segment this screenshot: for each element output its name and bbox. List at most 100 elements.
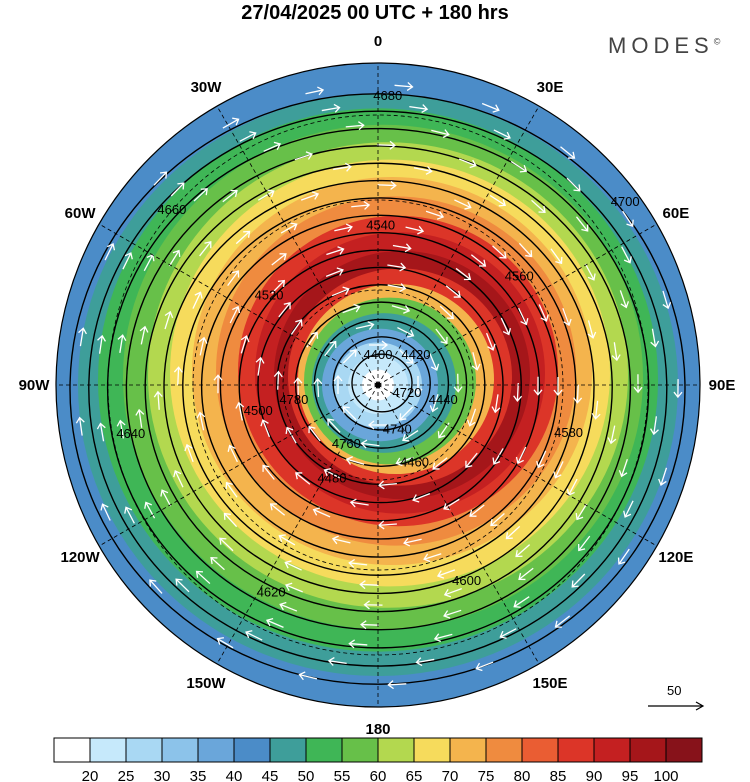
colorbar-swatch bbox=[593, 737, 631, 763]
streamline-arrow bbox=[349, 498, 369, 508]
streamline-arrow bbox=[324, 340, 337, 357]
meridian-line bbox=[216, 384, 379, 665]
streamline-arrow bbox=[466, 408, 477, 427]
streamline-arrow bbox=[513, 382, 523, 403]
colorbar-tick-label: 85 bbox=[550, 768, 567, 782]
streamline-arrow bbox=[633, 374, 643, 394]
meridian-line bbox=[377, 384, 658, 547]
streamline-arrow bbox=[397, 326, 415, 338]
colorbar-swatch bbox=[269, 737, 307, 763]
streamline-arrow bbox=[425, 210, 445, 220]
colorbar-tick-label: 45 bbox=[262, 768, 279, 782]
streamline-arrow bbox=[260, 419, 271, 438]
streamline-arrow bbox=[439, 305, 454, 320]
streamline-arrow bbox=[536, 450, 547, 469]
contour-label: 4740 bbox=[383, 422, 412, 437]
meridian-line bbox=[377, 223, 658, 386]
streamline-arrow bbox=[650, 328, 660, 348]
streamline-arrow bbox=[402, 430, 419, 442]
streamline-arrow bbox=[623, 500, 634, 518]
streamline-arrow bbox=[257, 189, 275, 201]
streamline-arrow bbox=[323, 468, 341, 479]
colorbar-swatch bbox=[53, 737, 91, 763]
streamline-arrow bbox=[376, 140, 396, 150]
streamline-arrow bbox=[491, 394, 501, 414]
streamline-arrow bbox=[327, 418, 341, 433]
streamline-arrow bbox=[117, 334, 127, 353]
streamline-arrow bbox=[453, 373, 463, 393]
longitude-label: 90W bbox=[19, 377, 51, 394]
streamline-arrow bbox=[308, 425, 321, 442]
colorbar-tick-label: 55 bbox=[334, 768, 351, 782]
streamline-arrow bbox=[235, 230, 251, 245]
streamline-arrow bbox=[359, 580, 379, 590]
streamline-arrow bbox=[490, 512, 505, 527]
streamline-arrow bbox=[78, 327, 87, 347]
height-contour bbox=[332, 336, 431, 431]
streamline-arrow bbox=[429, 393, 439, 413]
streamline-arrow bbox=[222, 117, 240, 129]
colorbar-tick-label: 60 bbox=[370, 768, 387, 782]
colorbar-swatch bbox=[557, 737, 595, 763]
streamline-arrow bbox=[617, 548, 630, 565]
colorbar-swatch bbox=[665, 737, 703, 763]
longitude-label: 150W bbox=[186, 675, 226, 692]
streamline-arrow bbox=[104, 243, 116, 261]
longitude-label: 60E bbox=[663, 205, 690, 222]
streamline-arrow bbox=[222, 189, 238, 203]
contour-label: 4460 bbox=[400, 454, 429, 469]
latitude-circle bbox=[192, 199, 564, 571]
streamline-arrow bbox=[458, 158, 477, 169]
streamline-arrow bbox=[135, 408, 145, 428]
colorbar-swatch bbox=[125, 737, 163, 763]
streamline-arrow bbox=[294, 151, 313, 161]
streamline-arrow bbox=[550, 248, 563, 265]
colorbar-tick-label: 35 bbox=[190, 768, 207, 782]
streamline-arrow bbox=[413, 166, 433, 175]
streamline-arrow bbox=[333, 374, 343, 394]
meridian-line bbox=[98, 384, 379, 547]
contour-label: 4780 bbox=[279, 392, 308, 407]
streamline-arrow bbox=[445, 285, 461, 298]
reference-vector-label: 50 bbox=[667, 683, 682, 698]
brand-name: MODES bbox=[608, 33, 714, 58]
colorbar-swatch bbox=[521, 737, 559, 763]
streamline-arrow bbox=[531, 199, 546, 214]
streamline-arrow bbox=[455, 267, 472, 281]
streamline-arrow bbox=[443, 498, 460, 511]
streamline-arrow bbox=[432, 457, 448, 470]
contour-label: 4620 bbox=[257, 585, 286, 600]
streamline-arrow bbox=[196, 411, 206, 431]
streamline-arrow bbox=[278, 302, 291, 318]
streamline-arrow bbox=[394, 81, 414, 91]
height-contour bbox=[351, 353, 413, 413]
streamline-arrow bbox=[431, 129, 450, 138]
streamline-arrow bbox=[387, 680, 407, 690]
streamline-arrow bbox=[198, 336, 208, 356]
streamline-arrow bbox=[619, 290, 630, 309]
streamline-arrow bbox=[618, 458, 628, 478]
contour-label: 4500 bbox=[244, 403, 273, 418]
latitude-circle bbox=[107, 114, 649, 656]
contour-label: 4680 bbox=[373, 88, 402, 103]
streamline-arrow bbox=[469, 504, 485, 517]
streamline-arrow bbox=[560, 146, 576, 159]
height-contour bbox=[182, 197, 577, 576]
brand-copyright-mark: © bbox=[713, 36, 721, 47]
streamline-arrow bbox=[144, 501, 156, 519]
streamline-arrow bbox=[262, 464, 275, 480]
streamline-arrow bbox=[649, 416, 659, 436]
streamline-arrow bbox=[465, 452, 478, 468]
contour-label: 4540 bbox=[366, 218, 395, 233]
contour-label: 4660 bbox=[157, 202, 186, 217]
contour-label: 4640 bbox=[116, 426, 145, 441]
longitude-label: 120W bbox=[60, 549, 100, 566]
colorbar-tick-label: 100 bbox=[653, 768, 678, 782]
streamline-arrow bbox=[423, 553, 442, 563]
height-contour bbox=[219, 231, 541, 540]
streamline-arrow bbox=[195, 570, 211, 585]
streamline-arrow bbox=[342, 406, 357, 421]
streamline-arrow bbox=[471, 352, 481, 371]
streamline-arrow bbox=[489, 194, 507, 207]
map-border bbox=[55, 62, 701, 708]
